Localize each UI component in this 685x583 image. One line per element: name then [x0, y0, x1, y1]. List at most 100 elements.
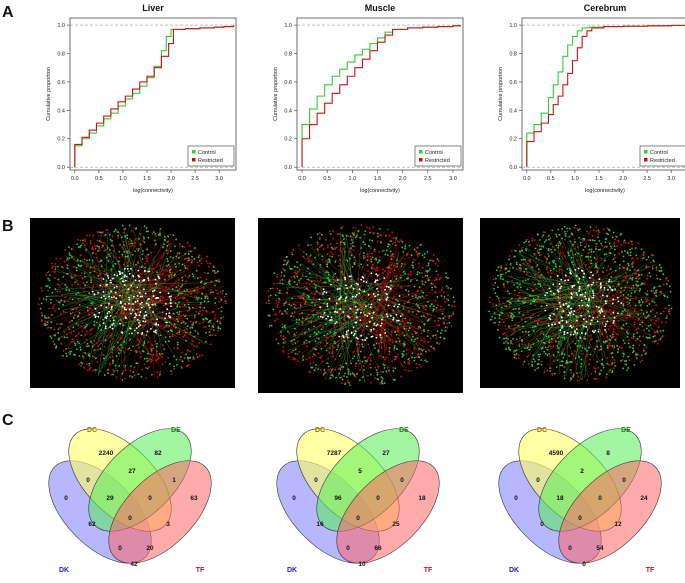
x-tick-label: 2.0: [167, 176, 175, 182]
venn-count-dc-de-dk: 29: [106, 495, 114, 502]
set-label-dc: DC: [537, 427, 547, 434]
venn-count-dc-dk-tf: 66: [374, 545, 382, 552]
legend-swatch: [419, 158, 423, 162]
set-label-de: DE: [171, 427, 181, 434]
venn-count-dc-only: 7287: [327, 450, 342, 457]
y-tick-label: 0.8: [57, 52, 65, 58]
x-tick-label: 0.0: [523, 176, 531, 182]
set-label-tf: TF: [646, 567, 655, 574]
panel-label-a: A: [2, 4, 14, 22]
venn-count-dc-de-tf: 0: [598, 495, 602, 502]
legend-label: Control: [198, 150, 216, 156]
venn-count-de-tf: 0: [400, 477, 404, 484]
x-tick-label: 1.5: [595, 176, 603, 182]
venn-count-all: 0: [128, 515, 132, 522]
legend-label: Restricted: [425, 158, 450, 164]
legend-swatch: [644, 158, 648, 162]
x-tick-label: 1.5: [374, 176, 382, 182]
legend-label: Restricted: [198, 158, 223, 164]
venn-count-tf-only: 24: [640, 495, 648, 502]
venn-count-dc-dk: 0: [314, 477, 318, 484]
x-tick-label: 3.0: [449, 176, 457, 182]
x-tick-label: 2.5: [191, 176, 199, 182]
panel-label-b: B: [2, 218, 14, 236]
venn-count-de-tf: 0: [622, 477, 626, 484]
venn-count-dk-tf: 42: [130, 561, 138, 568]
chart-title: Cerebrum: [584, 3, 627, 13]
venn-count-dc-de: 2: [580, 468, 584, 475]
y-axis-label: Cumulative proportion: [46, 67, 52, 121]
network-image-muscle: [258, 218, 463, 393]
venn-count-dc-de: 27: [128, 468, 136, 475]
x-tick-label: 2.5: [643, 176, 651, 182]
chart-title: Liver: [142, 3, 164, 13]
venn-count-dc-de-dk: 96: [334, 495, 342, 502]
venn-count-all: 0: [356, 515, 360, 522]
venn-count-de-only: 27: [382, 450, 390, 457]
legend: Control Restricted: [640, 146, 685, 166]
venn-count-de-only: 82: [154, 450, 162, 457]
legend-label: Control: [650, 150, 668, 156]
x-tick-label: 2.0: [619, 176, 627, 182]
venn-count-dc-only: 2240: [99, 450, 114, 457]
network-image-liver: [30, 218, 235, 388]
venn-count-tf-only: 18: [418, 495, 426, 502]
venn-count-de-dk-tf: 3: [166, 521, 170, 528]
venn-count-dk-tf: 0: [582, 561, 586, 568]
venn-count-dk-tf: 10: [358, 561, 366, 568]
legend-swatch: [192, 158, 196, 162]
x-tick-label: 3.0: [215, 176, 223, 182]
y-tick-label: 0.8: [509, 52, 517, 58]
y-tick-label: 0.6: [284, 80, 292, 86]
y-tick-label: 0.4: [284, 108, 292, 114]
venn-count-dk-de: 62: [88, 521, 96, 528]
venn-count-dc-dk-tf: 54: [596, 545, 604, 552]
venn-count-tf-only: 63: [190, 495, 198, 502]
panel-label-c: C: [2, 412, 14, 430]
venn-count-de-dk-tf: 12: [614, 521, 622, 528]
y-tick-label: 0.4: [57, 108, 65, 114]
venn-count-dc-de-dk: 18: [556, 495, 564, 502]
set-label-dk: DK: [287, 567, 297, 574]
set-label-dc: DC: [315, 427, 325, 434]
x-tick-label: 1.0: [571, 176, 579, 182]
y-axis-label: Cumulative proportion: [498, 67, 504, 121]
y-tick-label: 0.8: [284, 52, 292, 58]
venn-count-de-dk-tf: 25: [392, 521, 400, 528]
y-tick-label: 0.4: [509, 108, 517, 114]
set-label-tf: TF: [424, 567, 433, 574]
y-tick-label: 0.0: [57, 165, 65, 171]
legend-label: Restricted: [650, 158, 675, 164]
legend-swatch: [192, 150, 196, 154]
x-tick-label: 2.5: [424, 176, 432, 182]
y-axis-label: Cumulative proportion: [273, 67, 279, 121]
set-label-dk: DK: [509, 567, 519, 574]
set-label-dc: DC: [87, 427, 97, 434]
x-axis-label: log(connectivity): [133, 188, 173, 194]
venn-count-de-tf: 1: [172, 477, 176, 484]
network-image-cerebrum: [480, 218, 680, 388]
venn-count-dk-only: 0: [292, 495, 296, 502]
venn-count-dc-only: 4590: [549, 450, 564, 457]
venn-count-dk-only: 0: [514, 495, 518, 502]
venn-count-dk-de: 0: [540, 521, 544, 528]
x-tick-label: 0.5: [95, 176, 103, 182]
venn-count-dc-de-tf: 0: [376, 495, 380, 502]
x-tick-label: 1.5: [143, 176, 151, 182]
venn-count-dc-dk: 0: [536, 477, 540, 484]
y-tick-label: 0.6: [57, 80, 65, 86]
x-tick-label: 0.5: [323, 176, 331, 182]
x-tick-label: 0.5: [547, 176, 555, 182]
